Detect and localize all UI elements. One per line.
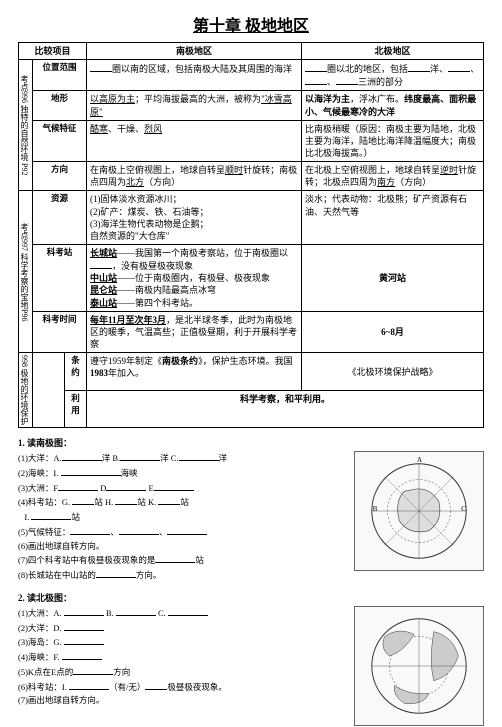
station-north: 黄河站 [302,244,484,311]
q2-title: 2. 读北极图： [18,591,484,604]
terrain-north: 以海洋为主，浮冰广布。纬度最高、面积最小、气候最寒冷的大洋 [302,91,484,120]
row-direction-label: 方向 [33,162,87,191]
treaty-north: 《北极环境保护战略》 [302,353,484,391]
north-polar-map [354,606,484,726]
row-terrain-label: 地形 [33,91,87,120]
q1-block: (1)大洋：A.洋 B.洋 C.洋 (2)海峡：I. 海峡 (3)大洲：F D … [18,451,484,583]
page-title: 第十章 极地地区 [18,12,484,36]
terrain-south: 以高原为主；平均海拔最高的大洲，被称为"冰雪高原" [87,91,302,120]
location-south: 圈以南的区域，包括南极大陆及其周围的海洋 [87,60,302,91]
comparison-table: 比较项目 南极地区 北极地区 考点996 独特的自然环境 P92 位置范围 圈以… [18,42,484,428]
climate-south: 酷寒、干燥、烈风 [87,120,302,161]
row-climate-label: 气候特征 [33,120,87,161]
header-compare: 比较项目 [19,43,87,60]
svg-text:B: B [373,506,378,513]
header-south: 南极地区 [87,43,302,60]
svg-text:A: A [417,457,422,464]
q1-title: 1. 读南极图： [18,436,484,449]
side-label-mid: 考点997 科学考察的宝地P96 [19,191,33,353]
row-station-label: 科考站 [33,244,87,311]
q1-text: (1)大洋：A.洋 B.洋 C.洋 (2)海峡：I. 海峡 (3)大洲：F D … [18,451,348,583]
row-use-label: 利用 [65,391,87,428]
resource-north: 淡水；代表动物：北极熊；矿产资源有石油、天然气等 [302,191,484,245]
side-label-top: 考点996 独特的自然环境 P92 [19,60,33,191]
 [33,353,65,428]
use-text: 科学考察，和平利用。 [87,391,484,428]
south-polar-map: A B C [354,451,484,571]
svg-text:C: C [461,506,466,513]
time-south: 每年11月至次年3月，是北半球冬季，此时为南极地区的暖季，气温高些；正值极昼期，… [87,311,302,352]
time-north: 6~8月 [302,311,484,352]
location-north: 圈以北的地区，包括洋、、、三洲的部分 [302,60,484,91]
row-treaty-label: 条约 [65,353,87,391]
station-south: 长城站——我国第一个南极考察站，位于南极圈以，没有极昼极夜现象中山站——位于南极… [87,244,302,311]
row-location-label: 位置范围 [33,60,87,91]
row-time-label: 科考时间 [33,311,87,352]
climate-north: 比南极稍暖（原因：南极主要为陆地，北极主要为海洋，陆地比海洋降温幅度大；南极比北… [302,120,484,161]
header-north: 北极地区 [302,43,484,60]
direction-north: 在北极上空俯视图上，地球自转呈逆时针旋转；北极点四周为南方（方向） [302,162,484,191]
direction-south: 在南极上空俯视图上，地球自转呈顺时针旋转；南极点四周为北方（方向） [87,162,302,191]
row-resource-label: 资源 [33,191,87,245]
q2-text: (1)大洲：A. B. C. (2)大洋：D. (3)海岛：G. (4)海峡：F… [18,606,348,726]
q2-block: (1)大洲：A. B. C. (2)大洋：D. (3)海岛：G. (4)海峡：F… [18,606,484,726]
resource-south: (1)固体淡水资源冰川；(2)矿产：煤炭、铁、石油等；(3)海洋生物代表动物是企… [87,191,302,245]
treaty-south: 遵守1959年制定《南极条约》，保护生态环境。我国1983年加入。 [87,353,302,391]
side-label-bot: 998 极地的环境保护 [19,353,33,428]
